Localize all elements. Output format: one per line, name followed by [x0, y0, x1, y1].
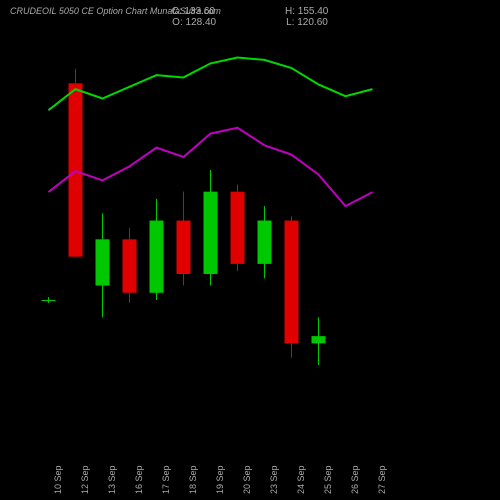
plot-area	[20, 40, 480, 430]
x-axis-label: 27 Sep	[377, 465, 387, 494]
ohlc-close: C: 133.60	[172, 6, 215, 17]
candle-body	[177, 221, 191, 274]
x-axis-label: 16 Sep	[134, 465, 144, 494]
ohlc-open: O: 128.40	[172, 17, 216, 28]
candle-body	[42, 300, 56, 301]
candle-body	[258, 221, 272, 264]
ohlc-high-value: 155.40	[298, 6, 329, 17]
ohlc-high: H: 155.40	[285, 6, 328, 17]
x-axis-labels: 10 Sep 12 Sep 13 Sep 16 Sep 17 Sep 18 Sep 19 S…	[20, 430, 480, 500]
chart-container: CRUDEOIL 5050 CE Option Chart MunafaSutr…	[0, 0, 500, 500]
x-axis-label: 12 Sep	[80, 465, 90, 494]
ohlc-low-value: 120.60	[297, 17, 328, 28]
ohlc-close-value: 133.60	[184, 6, 215, 17]
x-axis-label: 20 Sep	[242, 465, 252, 494]
ohlc-open-value: 128.40	[186, 17, 217, 28]
x-axis-label: 18 Sep	[188, 465, 198, 494]
candle-body	[231, 192, 245, 264]
x-axis-label: 17 Sep	[161, 465, 171, 494]
ohlc-summary: C: 133.60 H: 155.40 O: 128.40 L: 120.60	[0, 6, 500, 28]
x-axis-label: 26 Sep	[350, 465, 360, 494]
x-axis-label: 23 Sep	[269, 465, 279, 494]
x-axis-label: 24 Sep	[296, 465, 306, 494]
chart-svg	[20, 40, 480, 430]
candle-body	[96, 239, 110, 285]
x-axis-label: 13 Sep	[107, 465, 117, 494]
candles-group	[42, 69, 326, 365]
candle-body	[150, 221, 164, 293]
x-axis-label: 10 Sep	[53, 465, 63, 494]
candle-body	[312, 336, 326, 343]
x-axis-label: 19 Sep	[215, 465, 225, 494]
ohlc-low: L: 120.60	[286, 17, 328, 28]
candle-body	[123, 239, 137, 292]
indicator-line-1	[49, 58, 373, 111]
candle-body	[285, 221, 299, 344]
x-axis-label: 25 Sep	[323, 465, 333, 494]
candle-body	[204, 192, 218, 274]
